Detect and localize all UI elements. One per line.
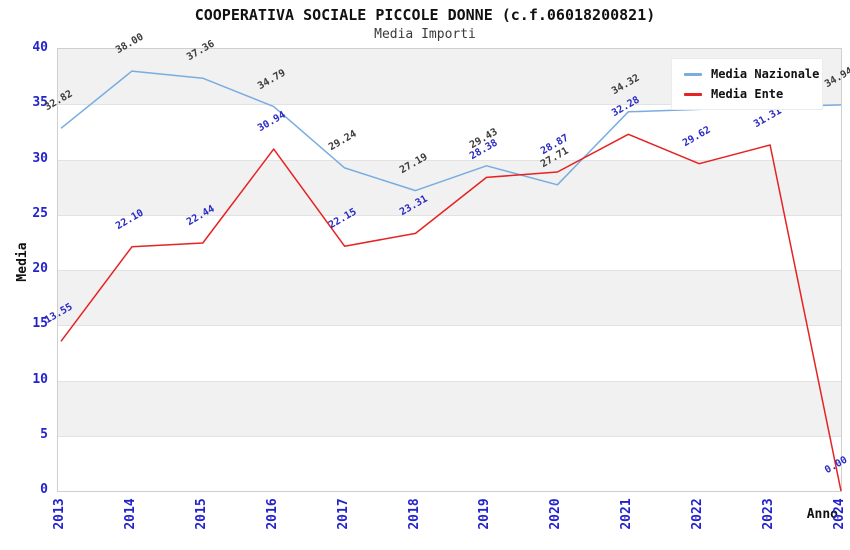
background-band [58,159,841,215]
legend: Media Nazionale Media Ente [671,58,823,110]
y-axis-tick-label: 40 [32,40,48,55]
gridline [58,104,841,106]
y-axis-tick-label: 10 [32,371,48,387]
y-axis-tick-label: 5 [40,426,48,442]
legend-label-media-ente: Media Ente [711,87,784,101]
x-axis-tick-label: 2017 [335,498,351,530]
gridline [58,380,841,382]
x-axis-tick-label: 2020 [548,498,564,530]
chart-subtitle: Media Importi [374,27,476,42]
gridline [58,270,841,271]
y-axis-tick-label: 35 [32,95,48,111]
background-band [58,270,841,326]
x-axis-tick-label: 2023 [761,498,777,530]
x-axis-tick-label: 2016 [264,498,280,530]
gridline [58,325,841,327]
x-axis-tick-label: 2024 [832,498,847,530]
y-axis-tick-label: 15 [32,316,48,332]
series-line-media-ente [60,133,842,492]
background-band [58,380,841,436]
x-axis-tick-label: 2014 [122,498,138,530]
media-ente-line-swatch-icon [684,92,702,96]
legend-label-media-nazionale: Media Nazionale [711,67,820,81]
x-axis-tick-label: 2019 [477,498,493,530]
y-axis-tick-label: 25 [32,205,48,221]
gridline [58,159,841,161]
gridline [58,435,841,437]
legend-item-media-ente: Media Ente [672,84,822,104]
media-nazionale-line-swatch-icon [684,72,702,76]
y-axis-tick-label: 0 [40,482,48,497]
x-axis-tick-label: 2021 [619,498,635,530]
y-axis-tick-label: 30 [32,150,48,166]
x-axis-tick-label: 2015 [193,498,209,530]
plot-area: Media Nazionale Media Ente 32.82 38.00 37.… [43,32,850,492]
gridline [58,214,841,216]
x-axis-tick-label: 2022 [690,498,706,530]
chart-title: COOPERATIVA SOCIALE PICCOLE DONNE (c.f.0… [194,6,656,24]
line-series-svg [60,70,842,492]
legend-item-media-nazionale: Media Nazionale [672,64,822,84]
y-axis-tick-label: 20 [32,261,48,276]
x-axis-tick-label: 2013 [52,498,67,530]
x-axis-tick-label: 2018 [406,498,422,530]
x-axis-title: Anno [806,507,838,522]
